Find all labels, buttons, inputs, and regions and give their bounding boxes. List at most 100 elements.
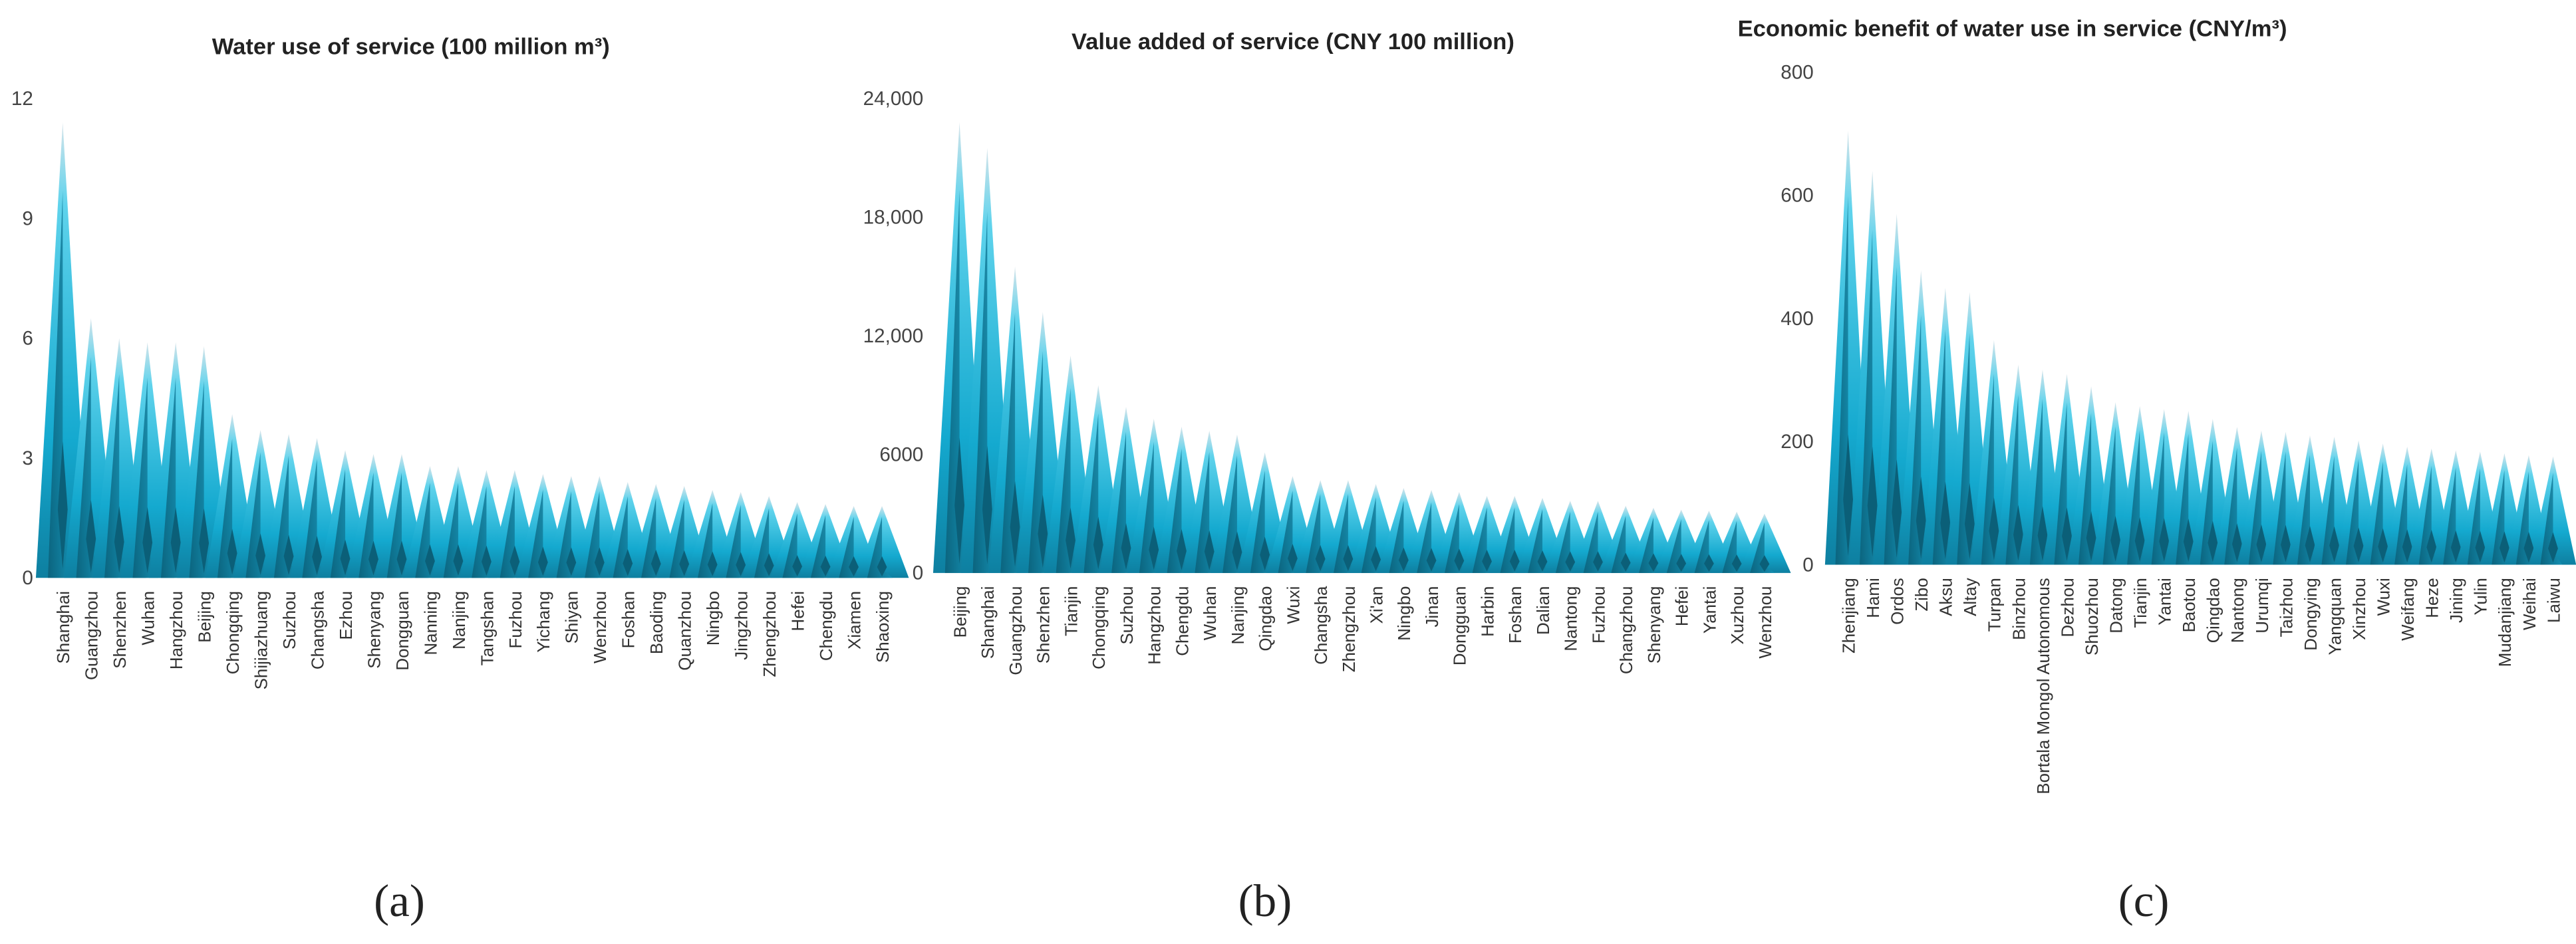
- spike-bar-base: [2523, 532, 2534, 563]
- y-tick-label: 18,000: [863, 206, 924, 228]
- x-category-label: Foshan: [1506, 586, 1525, 644]
- x-category-label: Qingdao: [2205, 578, 2223, 643]
- spike-bar-shade: [132, 377, 158, 578]
- x-category-label: Beijing: [951, 586, 970, 638]
- spike-bar-base: [255, 533, 266, 575]
- spike-bar-shade: [48, 190, 74, 578]
- x-category-label: Shijiazhuang: [252, 591, 271, 689]
- x-category-label: Shuozhou: [2083, 578, 2102, 655]
- x-category-label: Yantai: [1701, 586, 1719, 634]
- spike-bar-shade: [2248, 450, 2271, 565]
- spike-bar-shade: [2054, 402, 2076, 565]
- spike-bar-shade: [217, 438, 243, 578]
- spike-bar-base: [2183, 519, 2194, 562]
- spike-bar-base: [142, 507, 153, 574]
- spike-bar-base: [170, 507, 181, 574]
- spike-bar-base: [2329, 526, 2339, 562]
- spike-bar-shade: [1932, 329, 1955, 565]
- spike-bar-base: [1537, 550, 1548, 572]
- x-category-label: Suzhou: [281, 591, 299, 649]
- spike-bar-base: [1676, 554, 1687, 572]
- x-category-label: Heze: [2424, 578, 2442, 618]
- spike-bar-base: [707, 551, 718, 576]
- spike-bar-shade: [1860, 229, 1882, 565]
- spike-bar-base: [594, 547, 605, 576]
- x-category-label: Ordos: [1889, 578, 1908, 625]
- spike-bar-shade: [2394, 464, 2417, 565]
- x-category-label: Guangzhou: [1007, 586, 1026, 675]
- x-category-label: Xi'an: [1367, 586, 1386, 624]
- chart-title: Economic benefit of water use in service…: [1738, 16, 2287, 41]
- x-category-label: Urumqi: [2253, 578, 2272, 634]
- spike-bar-shade: [1111, 431, 1137, 573]
- y-tick-label: 12: [11, 88, 33, 110]
- spike-bar-base: [425, 544, 435, 576]
- spike-bar-shade: [1884, 266, 1906, 565]
- spike-bar-base: [1315, 544, 1326, 572]
- spike-bar-shade: [1250, 470, 1276, 573]
- spike-bar-base: [1204, 530, 1215, 570]
- spike-bar-shade: [782, 513, 808, 578]
- x-category-label: Wenzhou: [1757, 586, 1775, 659]
- x-category-label: Changsha: [309, 590, 327, 669]
- spike-bar-base: [283, 534, 294, 575]
- x-category-label: Datong: [2107, 578, 2126, 634]
- spike-bar-base: [114, 506, 124, 574]
- spike-bar-shade: [1750, 523, 1775, 573]
- spike-bar-base: [1232, 531, 1242, 570]
- spike-bar-shade: [1222, 455, 1248, 573]
- spike-bar-shade: [1139, 441, 1165, 573]
- x-category-label: Zhengzhou: [761, 591, 780, 677]
- x-category-label: Shanghai: [55, 591, 73, 663]
- spike-bar-base: [2110, 516, 2121, 562]
- spike-bar-shade: [1278, 490, 1304, 573]
- x-category-label: Zibo: [1913, 578, 1932, 611]
- spike-bar-base: [2256, 524, 2267, 562]
- x-category-label: Chengdu: [817, 591, 836, 661]
- spike-bar-base: [1149, 527, 1159, 570]
- spike-bar-shade: [1417, 502, 1442, 573]
- spike-bar-base: [2013, 505, 2023, 561]
- spike-bar-base: [1398, 547, 1409, 572]
- y-tick-label: 600: [1781, 185, 1813, 207]
- spike-bar-shade: [669, 499, 695, 578]
- y-tick-label: 0: [22, 567, 33, 589]
- x-category-label: Laiwu: [2545, 578, 2563, 623]
- x-category-label: Weihai: [2521, 578, 2539, 630]
- x-category-label: Yulin: [2472, 578, 2491, 615]
- spike-bar-base: [2450, 530, 2461, 563]
- spike-bar-shade: [2127, 429, 2150, 565]
- spike-bar-base: [2134, 517, 2145, 562]
- x-category-label: Tianjin: [2132, 578, 2150, 628]
- x-category-label: Turpan: [1986, 578, 2005, 632]
- y-tick-label: 200: [1781, 431, 1813, 453]
- spike-bar-shade: [698, 503, 724, 578]
- spike-bar-base: [1593, 551, 1603, 572]
- spike-bar-shade: [556, 491, 582, 578]
- spike-bar-base: [312, 536, 322, 576]
- spike-bar-base: [453, 544, 464, 576]
- panel-label: (a): [374, 875, 425, 926]
- x-category-label: Ningbo: [1395, 586, 1414, 641]
- spike-bar-shade: [1056, 388, 1081, 573]
- spike-bar-base: [1892, 459, 1902, 558]
- x-category-label: Shenzhen: [1035, 586, 1054, 664]
- spike-bar-shade: [1028, 351, 1054, 573]
- spike-bar-base: [1916, 476, 1926, 559]
- spike-bar-shade: [330, 469, 357, 578]
- spike-bar-base: [2378, 528, 2388, 562]
- spike-bar-shade: [2078, 413, 2100, 565]
- spike-bar-base: [509, 545, 520, 576]
- spike-bar-base: [1759, 555, 1770, 572]
- spike-bar-shade: [358, 472, 384, 578]
- spike-bar-shade: [1306, 494, 1332, 573]
- x-category-label: Aksu: [1937, 578, 1956, 616]
- spike-bar-base: [2426, 529, 2437, 562]
- spike-bar-base: [396, 540, 407, 576]
- spike-bar-base: [2208, 521, 2218, 562]
- x-category-label: Yichang: [535, 591, 553, 653]
- y-tick-label: 0: [913, 562, 923, 584]
- x-category-label: Yantai: [2156, 578, 2175, 626]
- spike-bar-shade: [2515, 471, 2538, 565]
